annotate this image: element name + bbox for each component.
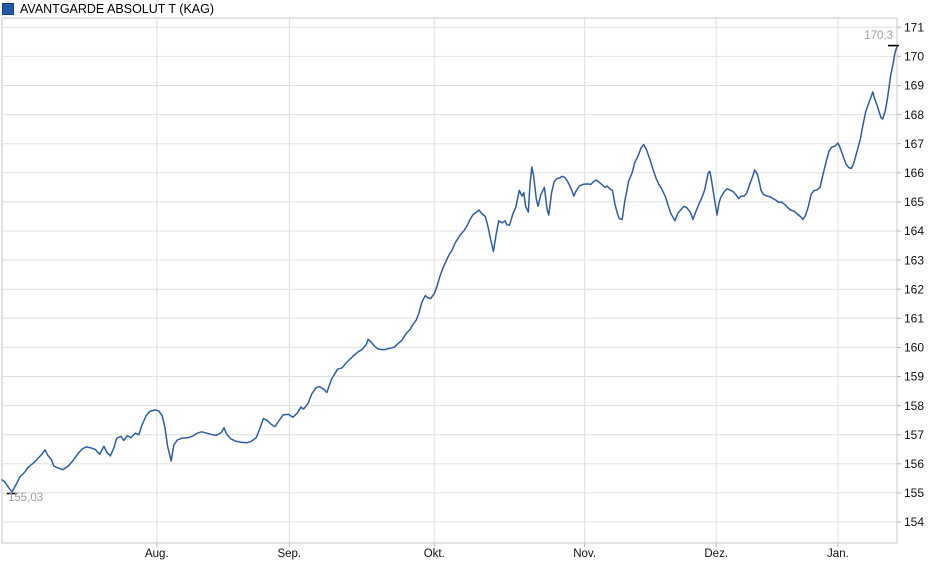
- start-value-label: 155,03: [8, 492, 43, 504]
- y-axis-label-164: 164: [904, 224, 924, 238]
- x-axis-label-Nov.: Nov.: [573, 548, 596, 560]
- y-axis-label-170: 170: [904, 50, 924, 64]
- end-value-label: 170,3: [864, 30, 893, 42]
- y-axis-label-168: 168: [904, 108, 924, 122]
- x-axis-label-Sep.: Sep.: [277, 548, 301, 560]
- plot-border: [1, 17, 898, 544]
- y-axis-label-171: 171: [904, 21, 924, 35]
- y-axis-label-157: 157: [904, 428, 924, 442]
- y-axis-label-155: 155: [904, 486, 924, 500]
- y-axis-label-158: 158: [904, 399, 924, 413]
- y-axis-label-162: 162: [904, 282, 924, 296]
- y-axis-label-156: 156: [904, 457, 924, 471]
- series-marker-icon: [2, 3, 14, 15]
- y-axis-label-159: 159: [904, 370, 924, 384]
- y-axis-label-169: 169: [904, 79, 924, 93]
- y-axis-label-154: 154: [904, 515, 924, 529]
- y-axis-label-165: 165: [904, 195, 924, 209]
- y-axis-label-160: 160: [904, 341, 924, 355]
- price-line: [1, 46, 898, 493]
- x-axis-label-Okt.: Okt.: [424, 548, 445, 560]
- y-axis-label-161: 161: [904, 312, 924, 326]
- x-axis-label-Jan.: Jan.: [827, 548, 849, 560]
- chart-title: AVANTGARDE ABSOLUT T (KAG): [20, 2, 215, 16]
- x-axis-label-Aug.: Aug.: [145, 548, 169, 560]
- y-axis-label-166: 166: [904, 166, 924, 180]
- y-axis-label-163: 163: [904, 253, 924, 267]
- legend: AVANTGARDE ABSOLUT T (KAG): [2, 2, 214, 16]
- y-axis-label-167: 167: [904, 137, 924, 151]
- x-axis-label-Dez.: Dez.: [704, 548, 728, 560]
